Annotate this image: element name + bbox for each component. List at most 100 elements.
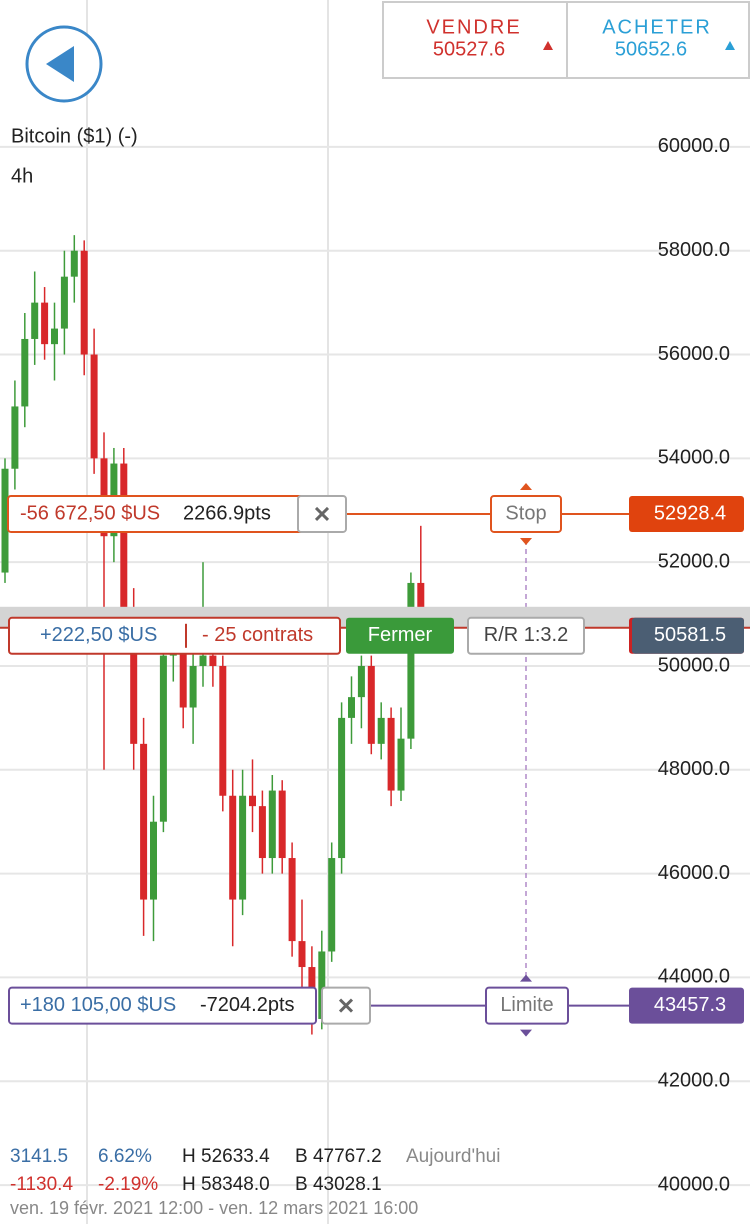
position-pnl: +222,50 $US (40, 624, 157, 646)
y-tick-label: 48000.0 (658, 758, 730, 780)
candle-body (229, 795, 237, 900)
candle-body (140, 743, 148, 900)
limit-label[interactable]: Limite (500, 994, 553, 1016)
timeframe: 4h (11, 165, 33, 187)
stop-price-tag-text: 52928.4 (654, 502, 726, 524)
candle-body (407, 582, 415, 739)
candle-body (258, 806, 266, 859)
y-tick-label: 42000.0 (658, 1070, 730, 1092)
high: H 58348.0 (182, 1174, 270, 1195)
change: -1130.4 (10, 1174, 73, 1195)
candle-body (51, 328, 58, 345)
stop-price-tag (629, 495, 744, 532)
date-range: ven. 19 févr. 2021 12:00 - ven. 12 mars … (10, 1198, 418, 1218)
candle-body (239, 795, 247, 900)
y-tick-label: 58000.0 (658, 239, 730, 261)
instrument-name: Bitcoin ($1) (-) (11, 125, 138, 147)
high: H 52633.4 (182, 1146, 270, 1167)
y-tick-label: 46000.0 (658, 862, 730, 884)
candle-body (357, 665, 365, 698)
back-arrow[interactable] (46, 46, 74, 82)
cancel-icon (338, 998, 354, 1013)
limit-handle (520, 1029, 532, 1037)
buy-arrow (725, 41, 735, 50)
candle-body (60, 276, 68, 329)
stop-pts: 2266.9pts (183, 502, 271, 524)
rr-box (467, 616, 585, 655)
candle-body (1, 468, 9, 573)
candle-body (367, 665, 375, 744)
limit-pts: -7204.2pts (200, 994, 295, 1016)
change-pct: 6.62% (98, 1146, 152, 1167)
candle-body (338, 717, 346, 859)
buy-label[interactable]: ACHETER (602, 16, 712, 38)
levels: -56 672,50 $US 2266.9pts Stop 52928.4 +222,5… (0, 482, 750, 1037)
candle-body (209, 655, 217, 666)
buy-button[interactable]: ACHETER 50652.6 (602, 16, 735, 60)
candle-body (80, 250, 88, 355)
buy-price[interactable]: 50652.6 (615, 38, 687, 60)
limit-button[interactable] (485, 986, 569, 1025)
candle-body (11, 406, 19, 469)
candle-body (150, 821, 157, 900)
candle-body (348, 697, 355, 718)
change: 3141.5 (10, 1146, 68, 1167)
low: B 47767.2 (295, 1146, 382, 1167)
candle-body (268, 790, 276, 859)
candle-body (21, 338, 29, 407)
candle-body (298, 941, 306, 968)
rr-label: R/R 1:3.2 (484, 624, 568, 646)
candle-body (397, 738, 405, 791)
candle-body (120, 463, 128, 615)
stop-label[interactable]: Stop (505, 502, 546, 524)
cancel-icon (314, 506, 330, 522)
candle-body (387, 717, 395, 791)
y-tick-label: 50000.0 (658, 654, 730, 676)
y-tick-label: 40000.0 (658, 1173, 730, 1195)
candle-body (318, 951, 326, 1019)
candle-body (278, 790, 286, 859)
candle-body (31, 302, 39, 339)
position-info (8, 616, 341, 655)
position-size: - 25 contrats (202, 624, 313, 646)
stop-handle (520, 482, 532, 490)
candle-body (288, 858, 296, 942)
stop-button[interactable] (490, 494, 562, 533)
candle-body (70, 250, 78, 277)
sell-button[interactable]: VENDRE 50527.6 (426, 16, 553, 60)
position-price-tag-text: 50581.5 (654, 624, 726, 646)
sell-price[interactable]: 50527.6 (433, 38, 505, 60)
low: B 43028.1 (295, 1174, 382, 1195)
limit-info (8, 986, 317, 1025)
stop-handle (520, 537, 532, 545)
grid: 40000.0 42000.0 44000.0 46000.0 48000.0 50000… (0, 135, 750, 1195)
limit-handle (520, 974, 532, 982)
candle-body (199, 655, 207, 666)
close-label[interactable]: Fermer (368, 624, 433, 646)
change-pct: -2.19% (98, 1174, 158, 1195)
candle-body (179, 640, 187, 708)
sell-label[interactable]: VENDRE (426, 16, 521, 38)
candle-body (159, 655, 167, 822)
limit-price-tag (629, 987, 744, 1024)
back-button[interactable] (25, 25, 103, 103)
candle-body (249, 795, 256, 807)
candle-body (130, 614, 138, 744)
close-button[interactable] (346, 617, 454, 654)
footer-stats: 3141.5 6.62% H 52633.4 B 47767.2 Aujourd… (10, 1146, 500, 1218)
limit-pnl: +180 105,00 $US (20, 994, 176, 1016)
candle-body (377, 717, 385, 744)
candle-body (328, 858, 336, 952)
sell-arrow (543, 41, 553, 50)
y-tick-label: 60000.0 (658, 135, 730, 157)
y-tick-label: 52000.0 (658, 550, 730, 572)
limit-price-tag-text: 43457.3 (654, 994, 726, 1016)
quote-box: VENDRE 50527.6 ACHETER 50652.6 (382, 1, 750, 79)
candle-body (219, 665, 227, 796)
period: Aujourd'hui (406, 1146, 500, 1167)
candle-body (90, 354, 98, 459)
y-tick-label: 54000.0 (658, 447, 730, 469)
candle-body (41, 302, 49, 345)
position-price-tag (632, 617, 744, 654)
